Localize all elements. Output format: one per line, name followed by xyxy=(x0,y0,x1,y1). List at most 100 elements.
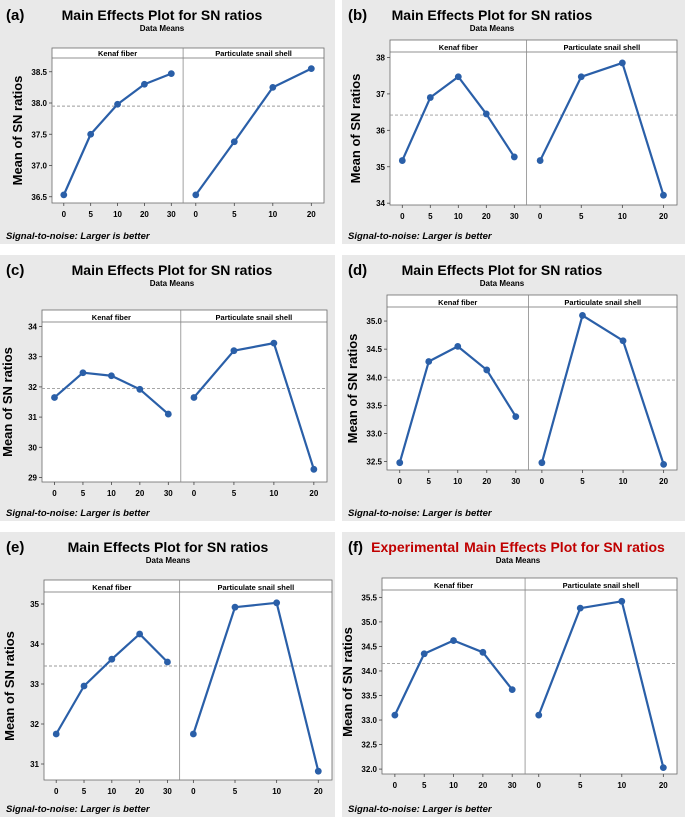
series-line xyxy=(539,61,665,196)
x-tick-label: 0 xyxy=(52,489,57,498)
data-point xyxy=(189,730,197,738)
x-tick-label: 0 xyxy=(538,212,543,221)
data-point xyxy=(508,686,516,694)
y-axis-label: Mean of SN ratios xyxy=(342,627,355,737)
x-tick-label: 0 xyxy=(62,210,67,219)
data-point xyxy=(273,599,281,607)
facet-label: Particulate snail shell xyxy=(215,49,292,58)
x-tick-label: 10 xyxy=(268,210,277,219)
data-point xyxy=(479,648,487,656)
data-point xyxy=(136,385,144,393)
data-point xyxy=(107,372,115,380)
chart-footnote: Signal-to-noise: Larger is better xyxy=(6,508,151,519)
y-tick-label: 32.5 xyxy=(361,741,377,750)
data-point xyxy=(190,394,198,401)
x-tick-label: 0 xyxy=(192,489,197,498)
chart-subtitle: Data Means xyxy=(470,24,515,33)
data-point xyxy=(269,83,277,91)
data-point xyxy=(535,711,543,719)
panel-label: (d) xyxy=(348,262,367,279)
y-tick-label: 34 xyxy=(28,323,37,332)
data-point xyxy=(483,366,491,374)
chart-panel: (a) Main Effects Plot for SN ratios Data M… xyxy=(0,0,335,244)
chart-subtitle: Data Means xyxy=(140,24,185,33)
data-point xyxy=(660,460,668,468)
y-tick-label: 34.0 xyxy=(361,667,377,676)
facet-label: Particulate snail shell xyxy=(563,581,640,590)
data-point xyxy=(420,650,428,658)
x-tick-label: 10 xyxy=(619,477,628,486)
data-point xyxy=(79,369,87,377)
y-tick-label: 34 xyxy=(376,199,385,208)
data-point xyxy=(310,465,318,473)
series-line xyxy=(193,342,315,470)
x-tick-label: 20 xyxy=(140,210,149,219)
x-tick-label: 10 xyxy=(453,477,462,486)
y-tick-label: 36 xyxy=(376,126,385,135)
y-tick-label: 37.0 xyxy=(31,162,47,171)
panel-label: (f) xyxy=(348,539,363,556)
chart-panel: (e) Main Effects Plot for SN ratios Data M… xyxy=(0,532,335,817)
x-tick-label: 30 xyxy=(508,781,517,790)
y-tick-label: 35 xyxy=(30,600,39,609)
x-tick-label: 10 xyxy=(107,787,116,796)
y-tick-label: 34.0 xyxy=(366,373,382,382)
x-tick-label: 5 xyxy=(427,477,432,486)
data-point xyxy=(136,630,144,638)
data-point xyxy=(512,413,520,421)
chart-subtitle: Data Means xyxy=(150,279,195,288)
chart-subtitle: Data Means xyxy=(480,279,525,288)
chart-footnote: Signal-to-noise: Larger is better xyxy=(6,804,151,815)
data-point xyxy=(538,459,546,467)
plot-area xyxy=(389,39,678,206)
y-tick-label: 34.5 xyxy=(366,345,382,354)
chart-title: Main Effects Plot for SN ratios xyxy=(402,262,603,278)
y-tick-label: 35.0 xyxy=(366,317,382,326)
x-tick-label: 5 xyxy=(232,489,237,498)
y-tick-label: 31 xyxy=(28,413,37,422)
y-tick-label: 33.5 xyxy=(366,401,382,410)
data-point xyxy=(482,110,490,118)
chart-title: Experimental Main Effects Plot for SN rat… xyxy=(371,539,665,555)
y-tick-label: 36.5 xyxy=(31,193,47,202)
y-axis-label: Mean of SN ratios xyxy=(10,76,25,186)
data-point xyxy=(231,603,239,611)
data-point xyxy=(167,70,175,78)
x-tick-label: 20 xyxy=(478,781,487,790)
y-axis-label: Mean of SN ratios xyxy=(0,347,15,457)
data-point xyxy=(87,130,95,138)
data-point xyxy=(454,342,462,350)
x-tick-label: 30 xyxy=(163,787,172,796)
facet-label: Kenaf fiber xyxy=(434,581,473,590)
y-tick-label: 33 xyxy=(28,353,37,362)
data-point xyxy=(270,339,278,347)
data-point xyxy=(314,767,322,775)
x-tick-label: 20 xyxy=(659,477,668,486)
data-point xyxy=(114,100,121,108)
data-point xyxy=(618,59,626,67)
plot-area xyxy=(43,579,333,781)
x-tick-label: 5 xyxy=(580,477,585,486)
data-point xyxy=(660,191,667,199)
y-axis-label: Mean of SN ratios xyxy=(345,334,360,444)
chart-panel: (f) Experimental Main Effects Plot for SN … xyxy=(342,532,685,817)
chart-title: Main Effects Plot for SN ratios xyxy=(68,539,269,555)
series-line xyxy=(194,67,312,196)
x-tick-label: 10 xyxy=(449,781,458,790)
data-point xyxy=(80,682,88,690)
panel-label: (e) xyxy=(6,539,24,556)
chart-panel: (b) Main Effects Plot for SN ratios Data M… xyxy=(342,0,685,244)
data-point xyxy=(108,655,116,663)
y-tick-label: 38.5 xyxy=(31,68,47,77)
data-point xyxy=(536,157,544,164)
data-point xyxy=(398,157,406,164)
x-tick-label: 10 xyxy=(617,781,626,790)
x-tick-label: 0 xyxy=(393,781,398,790)
x-tick-label: 5 xyxy=(82,787,87,796)
data-point xyxy=(579,312,586,319)
y-tick-label: 38.0 xyxy=(31,99,47,108)
data-point xyxy=(577,73,585,81)
